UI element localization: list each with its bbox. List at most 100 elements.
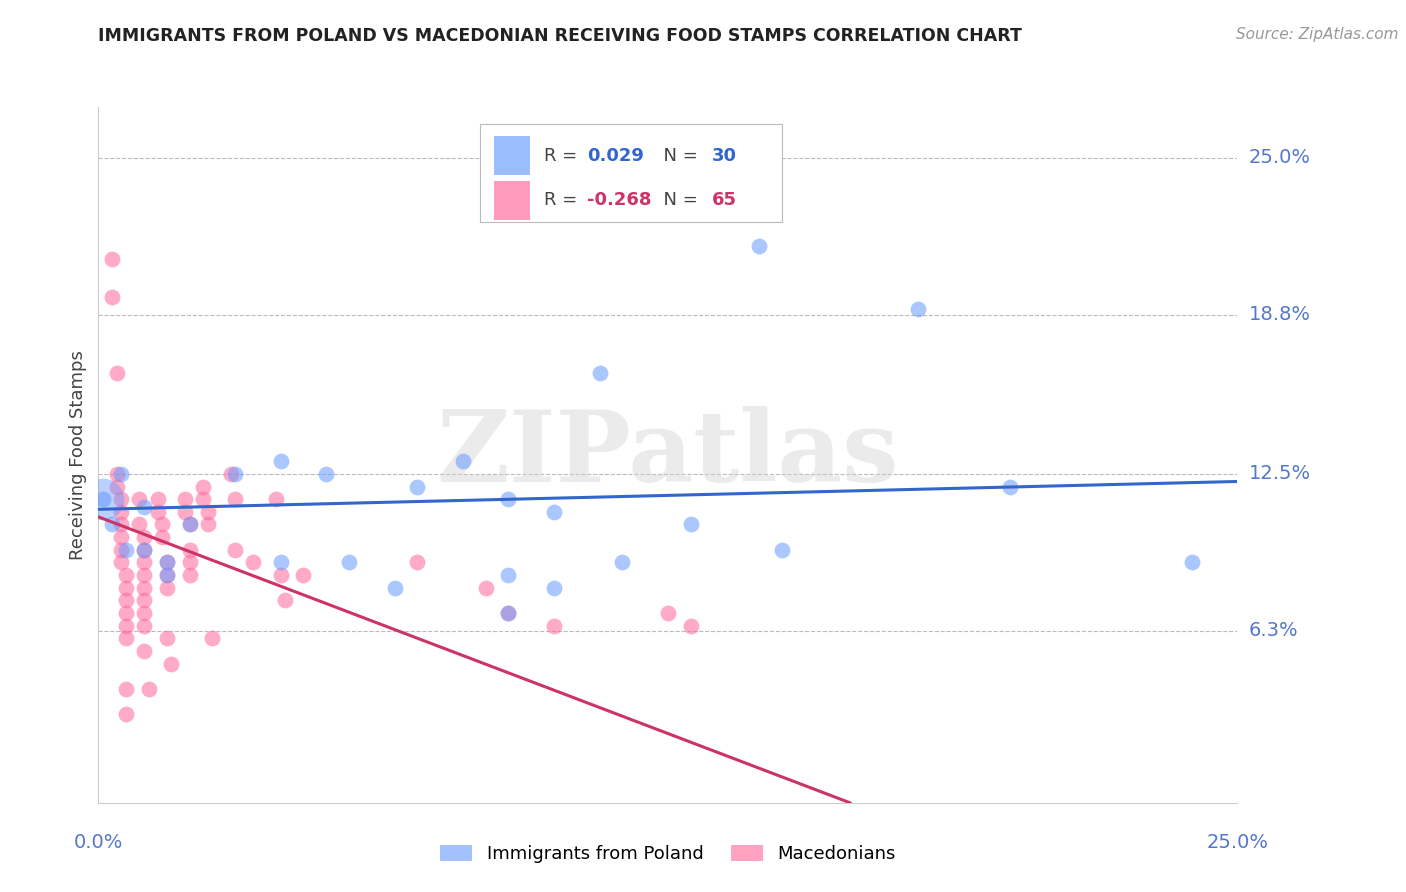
Point <box>160 657 183 671</box>
Point <box>156 568 179 582</box>
Point <box>156 632 179 646</box>
Point <box>406 556 429 570</box>
Text: N =: N = <box>652 192 703 210</box>
Text: Source: ZipAtlas.com: Source: ZipAtlas.com <box>1236 27 1399 42</box>
Text: 25.0%: 25.0% <box>1249 148 1310 167</box>
Point <box>114 606 136 620</box>
Point <box>132 593 155 607</box>
Point <box>543 618 565 632</box>
FancyBboxPatch shape <box>479 124 782 222</box>
Point <box>110 517 132 532</box>
Point <box>1181 556 1204 570</box>
Point <box>224 467 246 481</box>
Point <box>114 568 136 582</box>
Point <box>150 517 173 532</box>
Point <box>114 593 136 607</box>
Point <box>224 492 246 507</box>
Text: ZIPatlas: ZIPatlas <box>437 407 898 503</box>
Text: 12.5%: 12.5% <box>1249 465 1310 483</box>
Point <box>105 467 128 481</box>
Point <box>138 681 160 696</box>
Point <box>384 581 406 595</box>
Point <box>105 479 128 493</box>
Point <box>174 492 197 507</box>
Point <box>128 492 150 507</box>
Point <box>474 581 496 595</box>
Point <box>998 479 1021 493</box>
Point <box>110 542 132 557</box>
Point <box>242 556 264 570</box>
Point <box>156 556 179 570</box>
Point <box>201 632 224 646</box>
Point <box>679 517 702 532</box>
Point <box>498 568 520 582</box>
Point <box>179 542 201 557</box>
Point <box>197 505 219 519</box>
Point <box>498 606 520 620</box>
Point <box>179 556 201 570</box>
Point <box>270 454 292 468</box>
Point <box>907 302 929 317</box>
Y-axis label: Receiving Food Stamps: Receiving Food Stamps <box>69 350 87 560</box>
Text: 0.0%: 0.0% <box>73 833 124 853</box>
Point <box>156 556 179 570</box>
Point <box>174 505 197 519</box>
Point <box>132 606 155 620</box>
Point <box>132 568 155 582</box>
Point <box>110 492 132 507</box>
Point <box>498 492 520 507</box>
Point <box>101 290 124 304</box>
FancyBboxPatch shape <box>494 136 530 175</box>
Point <box>146 492 169 507</box>
Point <box>679 618 702 632</box>
Text: 6.3%: 6.3% <box>1249 621 1298 640</box>
Point <box>193 492 215 507</box>
Point <box>612 556 634 570</box>
Point <box>193 479 215 493</box>
Point <box>91 492 114 507</box>
FancyBboxPatch shape <box>494 181 530 219</box>
Point <box>337 556 360 570</box>
Point <box>406 479 429 493</box>
Point <box>128 517 150 532</box>
Point <box>114 707 136 722</box>
Point <box>101 517 124 532</box>
Point <box>132 556 155 570</box>
Point <box>105 366 128 380</box>
Point <box>498 606 520 620</box>
Point <box>110 505 132 519</box>
Point <box>179 568 201 582</box>
Point <box>132 542 155 557</box>
Point <box>179 517 201 532</box>
Text: IMMIGRANTS FROM POLAND VS MACEDONIAN RECEIVING FOOD STAMPS CORRELATION CHART: IMMIGRANTS FROM POLAND VS MACEDONIAN REC… <box>98 27 1022 45</box>
Text: 18.8%: 18.8% <box>1249 305 1310 324</box>
Point <box>110 556 132 570</box>
Point <box>150 530 173 544</box>
Point <box>156 568 179 582</box>
Point <box>224 542 246 557</box>
Point <box>543 581 565 595</box>
Point <box>219 467 242 481</box>
Point <box>132 530 155 544</box>
Text: -0.268: -0.268 <box>586 192 651 210</box>
Point <box>132 542 155 557</box>
Point <box>197 517 219 532</box>
Text: R =: R = <box>544 146 582 165</box>
Point <box>114 632 136 646</box>
Point <box>292 568 315 582</box>
Point <box>110 530 132 544</box>
Point <box>748 239 770 253</box>
Text: 65: 65 <box>713 192 737 210</box>
Point <box>132 581 155 595</box>
Point <box>114 581 136 595</box>
Point <box>91 492 114 507</box>
Point <box>132 644 155 658</box>
Point <box>270 556 292 570</box>
Point <box>270 568 292 582</box>
Point <box>770 542 793 557</box>
Point <box>132 618 155 632</box>
Text: R =: R = <box>544 192 582 210</box>
Point <box>114 681 136 696</box>
Point <box>264 492 287 507</box>
Point <box>179 517 201 532</box>
